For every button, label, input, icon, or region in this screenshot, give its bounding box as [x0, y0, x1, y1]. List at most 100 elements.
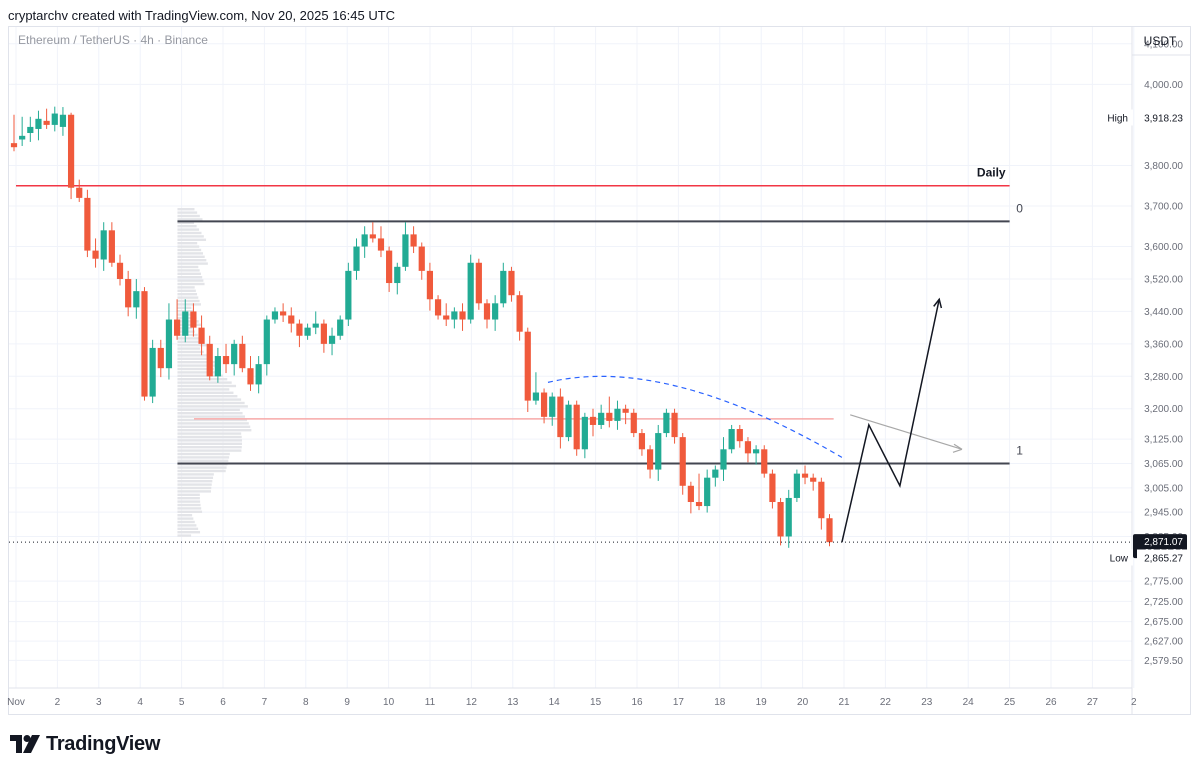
price-tick-label: 2,675.00	[1144, 617, 1183, 628]
candle	[418, 246, 425, 271]
candle	[728, 429, 735, 450]
time-tick-label: 5	[179, 697, 185, 708]
volume-profile-bar	[177, 435, 242, 439]
candle	[516, 295, 523, 332]
volume-profile-bar	[177, 262, 208, 265]
candle	[320, 323, 327, 344]
volume-profile-bar	[177, 306, 192, 309]
high-value-bg	[1137, 109, 1187, 126]
candle	[695, 502, 703, 507]
volume-profile-bar	[177, 503, 201, 507]
currency-label[interactable]: USDT	[1144, 34, 1177, 48]
candle	[312, 323, 319, 328]
volume-profile-bar	[177, 259, 207, 262]
volume-profile-bar	[177, 293, 198, 296]
volume-profile-bar	[177, 381, 232, 384]
volume-profile-bar	[177, 524, 197, 527]
candle	[459, 311, 466, 320]
candle	[793, 473, 800, 498]
candlestick-chart[interactable]: Daily 0 1 4,100.00 4,000.00 3,800.00 3,700.00…	[0, 0, 1200, 720]
tradingview-footer: TradingView	[10, 731, 160, 757]
candle	[328, 335, 336, 344]
candle	[394, 266, 401, 284]
candle	[671, 412, 678, 438]
volume-profile-bar	[177, 534, 192, 537]
volume-profile-bar	[177, 510, 203, 513]
candle	[638, 433, 646, 450]
volume-profile-bar	[177, 401, 245, 405]
candle	[296, 323, 303, 336]
time-tick-label: 17	[673, 697, 685, 708]
time-tick-label: 23	[921, 697, 933, 708]
candle	[288, 315, 295, 324]
candle	[35, 118, 42, 129]
volume-profile-bar	[177, 248, 202, 252]
volume-profile-bar	[177, 425, 251, 428]
volume-profile-bar	[177, 289, 196, 292]
price-tick-label: 3,440.00	[1144, 307, 1183, 318]
volume-profile-bar	[177, 412, 243, 415]
volume-profile-bar	[177, 422, 249, 425]
candle	[475, 262, 482, 304]
candle	[198, 327, 205, 344]
volume-profile-bar	[177, 384, 237, 388]
price-tick-label: 4,000.00	[1144, 80, 1183, 91]
candle	[769, 473, 776, 503]
chart-panel[interactable]	[8, 26, 1191, 715]
projection-path	[841, 299, 940, 543]
candle	[646, 449, 654, 470]
volume-profile-bar	[177, 340, 204, 343]
volume-profile-bar	[177, 303, 201, 306]
volume-profile-bar	[177, 228, 200, 231]
candle	[712, 469, 719, 478]
candle	[532, 392, 540, 401]
volume-profile-bar	[177, 459, 229, 462]
candle	[27, 126, 34, 134]
volume-profile-bar	[177, 252, 203, 255]
volume-profile-bar	[177, 286, 195, 289]
high-label: High	[1107, 114, 1128, 125]
candle	[51, 113, 58, 125]
volume-profile-bar	[177, 531, 201, 534]
candle	[565, 404, 572, 438]
candle	[426, 270, 434, 300]
time-tick-label: 6	[220, 697, 226, 708]
volume-profile-bar	[177, 245, 200, 248]
volume-profile-bar	[177, 456, 230, 459]
volume-profile-bar	[177, 269, 200, 272]
price-tick-label: 3,360.00	[1144, 339, 1183, 350]
volume-profile-bar	[177, 225, 197, 228]
volume-profile-bar	[177, 486, 212, 490]
time-tick-label: 9	[344, 697, 350, 708]
candle	[736, 429, 743, 442]
candle	[116, 262, 124, 279]
price-tick-label: 2,945.00	[1144, 508, 1183, 519]
volume-profile-bar	[177, 483, 212, 486]
projection-arrowhead	[933, 297, 943, 309]
candle	[744, 441, 752, 454]
high-value: 3,918.23	[1144, 114, 1183, 125]
candle	[345, 270, 352, 320]
volume-profile-bar	[177, 432, 242, 435]
time-tick-label: 13	[507, 697, 519, 708]
candle	[761, 449, 768, 474]
volume-profile-bar	[177, 272, 201, 275]
volume-profile-bar	[177, 527, 199, 530]
time-tick-label: 26	[1045, 697, 1057, 708]
volume-profile-bar	[177, 439, 242, 442]
time-tick-label: 16	[631, 697, 643, 708]
candle	[655, 433, 662, 470]
candle	[622, 408, 629, 413]
volume-profile-bar	[177, 218, 203, 221]
price-tick-label: 2,725.00	[1144, 597, 1183, 608]
candle	[451, 311, 458, 320]
candle	[557, 396, 564, 438]
candle	[280, 311, 287, 316]
volume-profile-bar	[177, 497, 200, 500]
volume-profile-bar	[177, 299, 200, 303]
candle	[84, 197, 91, 251]
volume-profile-bar	[177, 255, 205, 258]
candle	[598, 412, 605, 425]
candle	[573, 404, 580, 450]
candle	[182, 311, 189, 336]
